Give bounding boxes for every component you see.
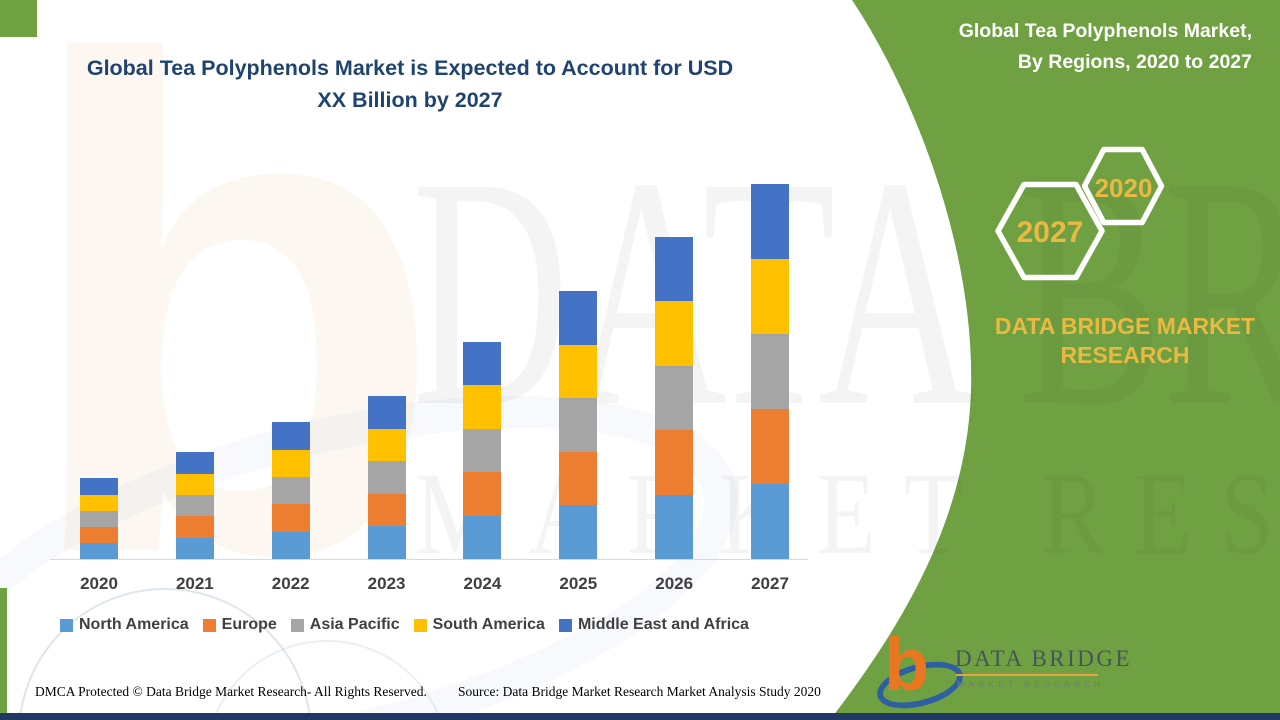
legend-item-asia-pacific: Asia Pacific [290,616,400,634]
bar-segment [367,428,406,462]
bar-segment [559,451,598,506]
bar-2024 [463,341,502,559]
bar-segment [751,184,790,259]
stacked-bar-chart [50,169,808,560]
bar-segment [559,398,598,452]
chart-title-line1: Global Tea Polyphenols Market is Expecte… [86,56,734,80]
panel-title: Global Tea Polyphenols Market, By Region… [900,16,1252,78]
bar-segment [80,494,118,511]
legend-swatch-icon [60,618,73,632]
logo-subtitle: MARKET RESEARCH [957,679,1105,689]
bar-segment [175,452,214,474]
legend-label: South America [432,616,545,633]
bar-segment [655,301,694,366]
logo-b-icon: b [884,623,930,706]
legend-swatch-icon [413,618,427,632]
bar-segment [463,341,502,385]
legend-item-middle-east-and-africa: Middle East and Africa [558,616,749,634]
brand-name-line2: RESEARCH [1060,342,1190,368]
chart-title: Global Tea Polyphenols Market is Expecte… [40,52,780,116]
bar-segment [80,542,118,559]
x-axis-label: 2026 [655,574,694,593]
x-axis-label: 2025 [559,574,598,593]
legend-label: North America [79,616,189,633]
legend-item-south-america: South America [413,616,545,634]
bar-segment [463,472,502,516]
bar-segment [175,516,214,538]
bar-segment [559,505,598,559]
bottom-accent-bar [0,713,1280,720]
chart-legend: North America Europe Asia Pacific South Ame… [60,616,763,634]
legend-item-europe: Europe [202,616,277,634]
bar-segment [655,236,694,301]
bar-segment [463,428,502,472]
hex-badge-2027-label: 2027 [1016,216,1084,249]
bar-segment [655,430,694,495]
x-axis-label: 2022 [271,574,310,593]
bar-segment [655,494,694,559]
bar-segment [751,484,790,559]
dmca-notice: DMCA Protected © Data Bridge Market Rese… [35,684,427,699]
legend-swatch-icon [558,618,572,632]
dbmr-logo: b DATA BRIDGE MARKET RESEARCH [872,622,1130,717]
logo-divider [956,674,1098,676]
bar-segment [271,422,310,450]
bar-segment [175,473,214,495]
bar-2026 [655,236,694,559]
x-axis-label: 2027 [751,574,789,593]
panel-title-line2: By Regions, 2020 to 2027 [1017,51,1252,73]
bar-2020 [80,478,118,559]
bar-segment [751,409,790,484]
legend-item-north-america: North America [60,616,189,634]
source-note: Source: Data Bridge Market Research Mark… [458,684,821,699]
legend-swatch-icon [202,618,216,632]
bar-segment [463,515,502,559]
hex-badge-2020-label: 2020 [1094,173,1153,203]
bar-segment [271,531,310,559]
legend-label: Europe [221,616,277,633]
x-axis-label: 2020 [80,574,118,593]
bar-segment [271,476,310,505]
left-accent-bar [0,588,7,713]
x-axis-label: 2024 [463,574,502,593]
bar-segment [751,259,790,334]
bar-segment [271,504,310,532]
bar-segment [367,526,406,559]
bar-segment [367,493,406,527]
chart-title-line2: XX Billion by 2027 [317,88,503,112]
brand-name-line1: DATA BRIDGE MARKET [994,313,1256,339]
legend-label: Asia Pacific [309,616,400,633]
bar-segment [80,478,118,495]
x-axis-label: 2023 [367,574,406,593]
bar-2025 [559,290,598,559]
legend-swatch-icon [290,618,304,632]
bar-segment [80,510,118,527]
bar-segment [367,395,406,429]
corner-accent-square [0,0,37,37]
bar-segment [559,290,598,345]
brand-name: DATA BRIDGE MARKET RESEARCH [975,312,1275,370]
bar-segment [175,537,214,559]
bar-2027 [751,184,790,559]
bar-segment [80,526,118,543]
bar-segment [655,365,694,430]
bar-segment [559,344,598,399]
bar-2022 [271,422,310,559]
bar-2021 [175,452,214,559]
legend-label: Middle East and Africa [577,616,749,633]
bar-segment [175,494,214,517]
logo-name: DATA BRIDGE [955,646,1133,671]
bar-2023 [367,395,406,559]
bar-segment [463,385,502,429]
bar-segment [751,334,790,409]
x-axis-label: 2021 [175,574,214,593]
panel-title-line1: Global Tea Polyphenols Market, [958,20,1252,42]
bar-segment [271,449,310,477]
bar-segment [367,461,406,494]
